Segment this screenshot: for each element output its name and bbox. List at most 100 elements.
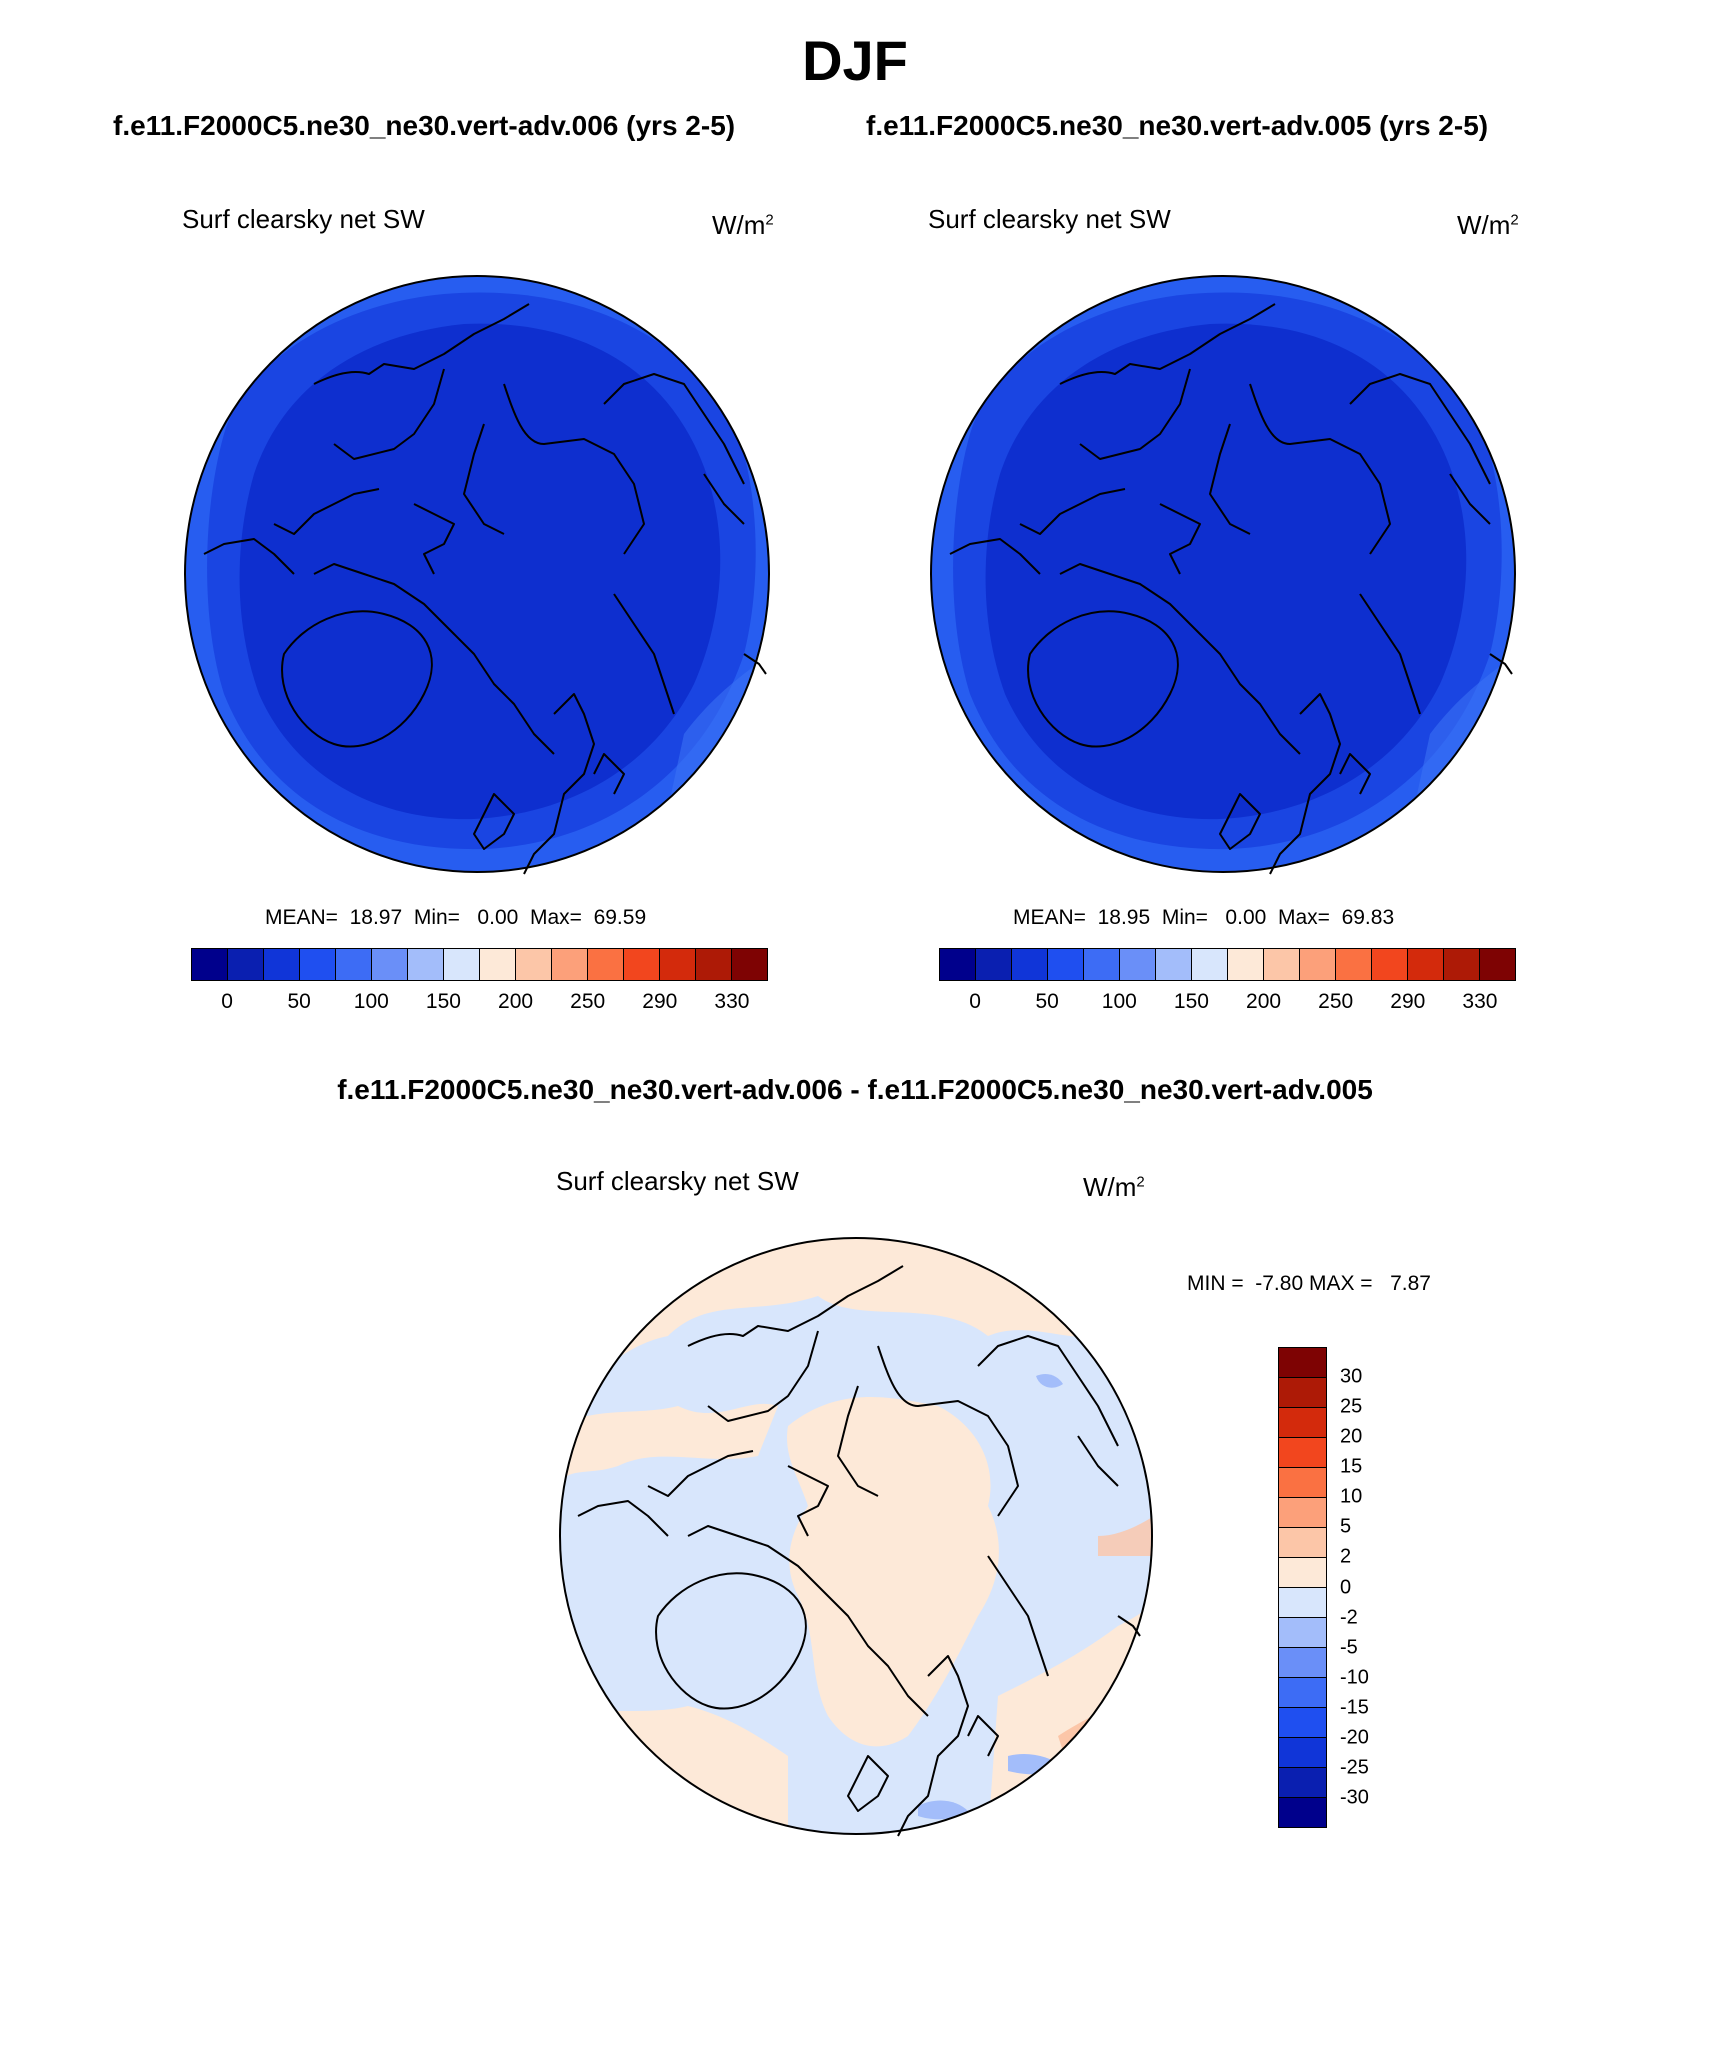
panel-c-colorbar-tick-label: 25 xyxy=(1340,1395,1363,1418)
panel-b-map xyxy=(930,275,1516,875)
panel-b-variable: Surf clearsky net SW xyxy=(928,204,1171,234)
panel-a-colorbar-ticks: 0 50 100 150 200 250 290 330 xyxy=(191,990,768,1020)
panel-a-colorbar-cell xyxy=(444,949,480,980)
panel-c-stats: MIN = -7.80 MAX = 7.87 xyxy=(1187,1272,1431,1295)
panel-c-colorbar-cell xyxy=(1279,1648,1326,1678)
panel-a-colorbar-cell xyxy=(696,949,732,980)
panel-a-colorbar-cell xyxy=(624,949,660,980)
panel-c-colorbar xyxy=(1278,1347,1327,1828)
panel-c-colorbar-tick-label: -10 xyxy=(1340,1666,1369,1689)
panel-c-colorbar-cell xyxy=(1279,1498,1326,1528)
panel-c-variable: Surf clearsky net SW xyxy=(556,1166,799,1196)
panel-c-colorbar-tick-label: 30 xyxy=(1340,1365,1363,1388)
panel-b-colorbar-tick-label: 200 xyxy=(1246,990,1282,1013)
panel-b-coastlines xyxy=(949,303,1513,875)
case-b-title: f.e11.F2000C5.ne30_ne30.vert-adv.005 (yr… xyxy=(866,110,1489,141)
panel-b-colorbar-cell xyxy=(1228,949,1264,980)
panel-c-colorbar-tick-label: -30 xyxy=(1340,1786,1369,1809)
panel-c-colorbar-tick-label: 15 xyxy=(1340,1455,1363,1478)
panel-c-map xyxy=(559,1237,1153,1837)
panel-a-units: W/m2 xyxy=(712,210,774,240)
panel-a-colorbar-tick-label: 50 xyxy=(287,990,311,1013)
panel-c-colorbar-cell xyxy=(1279,1768,1326,1798)
panel-b-colorbar-cell xyxy=(1300,949,1336,980)
panel-b-colorbar-tick-label: 150 xyxy=(1173,990,1209,1013)
panel-c-colorbar-cell xyxy=(1279,1678,1326,1708)
panel-c-colorbar-cell xyxy=(1279,1618,1326,1648)
panel-c-colorbar-tick-label: 10 xyxy=(1340,1485,1363,1508)
panel-b-colorbar-cell xyxy=(940,949,976,980)
panel-c-colorbar-ticks: 30 25 20 15 10 5 2 0 -2 -5 -10 -15 -20 -25 -30 xyxy=(1340,1347,1420,1828)
panel-b-colorbar-cell xyxy=(1444,949,1480,980)
panel-a-colorbar-cell xyxy=(372,949,408,980)
panel-b-colorbar-cell xyxy=(1408,949,1444,980)
panel-a-colorbar-cell xyxy=(300,949,336,980)
panel-a-coastlines xyxy=(203,303,767,875)
panel-b-colorbar-cell xyxy=(1192,949,1228,980)
panel-b-colorbar-cell xyxy=(1336,949,1372,980)
panel-c-colorbar-tick-label: -5 xyxy=(1340,1636,1358,1659)
panel-c-colorbar-cell xyxy=(1279,1348,1326,1378)
panel-c-colorbar-tick-label: 0 xyxy=(1340,1576,1352,1598)
panel-a-colorbar xyxy=(191,948,768,981)
panel-b-colorbar-cell xyxy=(976,949,1012,980)
panel-c-colorbar-tick-label: -15 xyxy=(1340,1696,1369,1719)
panel-b-colorbar-cell xyxy=(1120,949,1156,980)
panel-b-colorbar-cell xyxy=(1084,949,1120,980)
panel-c-colorbar-cell xyxy=(1279,1708,1326,1738)
case-a-title: f.e11.F2000C5.ne30_ne30.vert-adv.006 (yr… xyxy=(113,110,736,141)
panel-a-colorbar-tick-label: 0 xyxy=(221,990,233,1013)
panel-a-colorbar-cell xyxy=(552,949,588,980)
panel-c-units: W/m2 xyxy=(1083,1172,1145,1202)
panel-a-colorbar-cell xyxy=(732,949,767,980)
panel-b-colorbar xyxy=(939,948,1516,981)
panel-a-colorbar-cell xyxy=(660,949,696,980)
panel-b-colorbar-tick-label: 50 xyxy=(1035,990,1059,1013)
panel-b-colorbar-tick-label: 290 xyxy=(1390,990,1426,1013)
panel-a-colorbar-tick-label: 290 xyxy=(642,990,678,1013)
panel-c-colorbar-tick-label: 2 xyxy=(1340,1545,1352,1568)
panel-b-colorbar-cell xyxy=(1156,949,1192,980)
panel-a-colorbar-cell xyxy=(192,949,228,980)
panel-b-colorbar-tick-label: 250 xyxy=(1318,990,1354,1013)
panel-a-colorbar-tick-label: 100 xyxy=(353,990,389,1013)
panel-b-colorbar-ticks: 0 50 100 150 200 250 290 330 xyxy=(939,990,1516,1020)
figure-title: DJF xyxy=(802,29,908,92)
panel-a-colorbar-cell xyxy=(336,949,372,980)
panel-a-variable: Surf clearsky net SW xyxy=(182,204,425,234)
panel-c-colorbar-cell xyxy=(1279,1378,1326,1408)
panel-a-stats: MEAN= 18.97 Min= 0.00 Max= 69.59 xyxy=(265,906,647,929)
panel-c-colorbar-tick-label: -20 xyxy=(1340,1726,1369,1749)
panel-b-colorbar-tick-label: 330 xyxy=(1462,990,1498,1013)
panel-c-colorbar-tick-label: -25 xyxy=(1340,1756,1369,1779)
panel-c-colorbar-tick-label: 20 xyxy=(1340,1425,1363,1448)
panel-a-colorbar-cell xyxy=(480,949,516,980)
panel-b-stats: MEAN= 18.95 Min= 0.00 Max= 69.83 xyxy=(1013,906,1395,929)
panel-a-map xyxy=(184,275,770,875)
panel-c-colorbar-cell xyxy=(1279,1798,1326,1827)
panel-c-colorbar-cell xyxy=(1279,1528,1326,1558)
panel-c-colorbar-cell xyxy=(1279,1438,1326,1468)
panel-a-colorbar-cell xyxy=(228,949,264,980)
panel-b-colorbar-cell xyxy=(1264,949,1300,980)
panel-c-colorbar-cell xyxy=(1279,1558,1326,1588)
panel-b-colorbar-cell xyxy=(1372,949,1408,980)
panel-c-coastlines xyxy=(577,1265,1141,1837)
panel-b-colorbar-cell xyxy=(1048,949,1084,980)
panel-a-colorbar-cell xyxy=(408,949,444,980)
diff-title: f.e11.F2000C5.ne30_ne30.vert-adv.006 - f… xyxy=(337,1074,1373,1105)
panel-b-units: W/m2 xyxy=(1457,210,1519,240)
panel-b-colorbar-tick-label: 0 xyxy=(969,990,981,1013)
panel-a-colorbar-cell xyxy=(516,949,552,980)
panel-a-colorbar-tick-label: 330 xyxy=(714,990,750,1013)
panel-c-colorbar-tick-label: -2 xyxy=(1340,1606,1358,1629)
panel-a-colorbar-tick-label: 150 xyxy=(425,990,461,1013)
panel-c-colorbar-cell xyxy=(1279,1588,1326,1618)
panel-a-colorbar-cell xyxy=(588,949,624,980)
panel-a-colorbar-tick-label: 200 xyxy=(498,990,534,1013)
panel-c-colorbar-cell xyxy=(1279,1468,1326,1498)
panel-b-colorbar-cell xyxy=(1012,949,1048,980)
panel-a-colorbar-cell xyxy=(264,949,300,980)
panel-b-colorbar-cell xyxy=(1480,949,1515,980)
panel-c-colorbar-cell xyxy=(1279,1738,1326,1768)
